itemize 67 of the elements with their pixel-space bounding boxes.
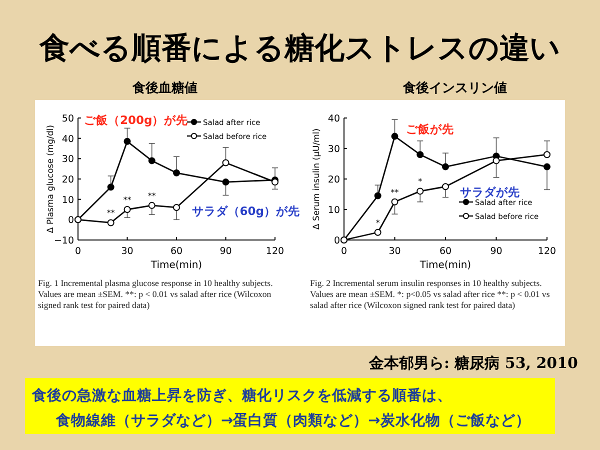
point — [173, 204, 180, 211]
annotation: ** — [390, 188, 399, 197]
point — [544, 151, 550, 158]
y-tick-label: 40 — [328, 114, 340, 124]
point — [148, 157, 156, 164]
text: Values are mean ±SEM. **: p < 0.01 vs salad after rice (Wilcoxon signed rank test for paired data) — [38, 289, 272, 310]
point — [416, 151, 424, 158]
y-tick-label: 20 — [328, 174, 340, 186]
point — [107, 184, 114, 191]
x-tick-label: 0 — [74, 246, 82, 257]
point — [124, 206, 131, 213]
chart-title: 食後インスリン値 — [402, 80, 507, 96]
point — [374, 192, 382, 200]
y-tick-label: 0 — [334, 236, 340, 246]
text: Values are mean ±SEM. *: p<0.05 vs salad after rice **: p < 0.01 vs salad after rice (Wilcoxon signed rank test for paired data) — [310, 289, 550, 310]
y-tick-label: 30 — [62, 154, 74, 166]
x-tick-label: 60 — [170, 246, 183, 257]
annotation: * — [418, 177, 422, 186]
x-tick-label: 30 — [388, 246, 401, 257]
text: 食後の急激な血糖上昇を防ぎ、糖化リスクを低減する順番は、 — [31, 387, 452, 404]
x-tick-label: 0 — [340, 246, 348, 257]
annotation: ** — [106, 208, 115, 218]
y-tick-label: 20 — [62, 174, 74, 186]
point — [391, 198, 398, 206]
annotation: サラダが先 — [460, 185, 520, 199]
chart-title: 食後血糖値 — [132, 80, 198, 96]
annotation: ご飯（200g）が先 — [84, 113, 188, 127]
point — [442, 163, 449, 170]
point — [544, 163, 550, 170]
point — [416, 188, 424, 195]
point — [173, 169, 180, 176]
y-tick-label: −10 — [54, 236, 74, 246]
caption: Fig. 1 Incremental plasma glucose response in 10 healthy subjects. — [38, 278, 273, 288]
x-tick-label: 120 — [538, 246, 556, 257]
y-tick-label: 10 — [328, 205, 340, 216]
y-axis-title: Δ Serum insulin (μU/ml) — [312, 128, 322, 230]
text: 食物線維（サラダなど）→蛋白質（肉類など）→炭水化物（ご飯など） — [55, 411, 530, 429]
y-tick-label: 40 — [62, 134, 74, 145]
y-tick-label: 0 — [68, 215, 74, 226]
point — [442, 183, 449, 190]
x-tick-label: 90 — [490, 246, 502, 257]
x-tick-label: 60 — [439, 246, 452, 257]
annotation: ご飯が先 — [406, 122, 454, 136]
annotation: サラダ（60g）が先 — [192, 204, 300, 218]
text: 金本郁男ら: 糖尿病 53, 2010 — [368, 354, 578, 372]
point — [222, 178, 230, 186]
x-tick-label: 30 — [121, 246, 134, 257]
caption: Fig. 2 Incremental serum insulin responses in 10 healthy subjects. — [310, 278, 542, 288]
point — [222, 159, 230, 166]
y-tick-label: 10 — [62, 194, 74, 206]
x-tick-label: 120 — [266, 246, 284, 257]
point — [148, 202, 156, 209]
point — [492, 157, 500, 164]
text: 食べる順番による糖化ストレスの違い — [38, 31, 560, 66]
y-axis-title: Δ Plasma glucose (mg/dl) — [46, 124, 56, 234]
point — [107, 219, 114, 226]
point — [374, 228, 382, 236]
point — [391, 132, 398, 140]
annotation: * — [376, 218, 380, 228]
y-tick-label: 50 — [62, 114, 74, 124]
x-tick-label: 90 — [220, 246, 232, 257]
x-axis-title: Time(min) — [150, 260, 202, 271]
annotation: ** — [123, 196, 132, 204]
point — [124, 138, 131, 145]
annotation: ** — [148, 191, 156, 200]
y-tick-label: 30 — [328, 144, 340, 155]
x-axis-title: Time(min) — [418, 260, 472, 271]
